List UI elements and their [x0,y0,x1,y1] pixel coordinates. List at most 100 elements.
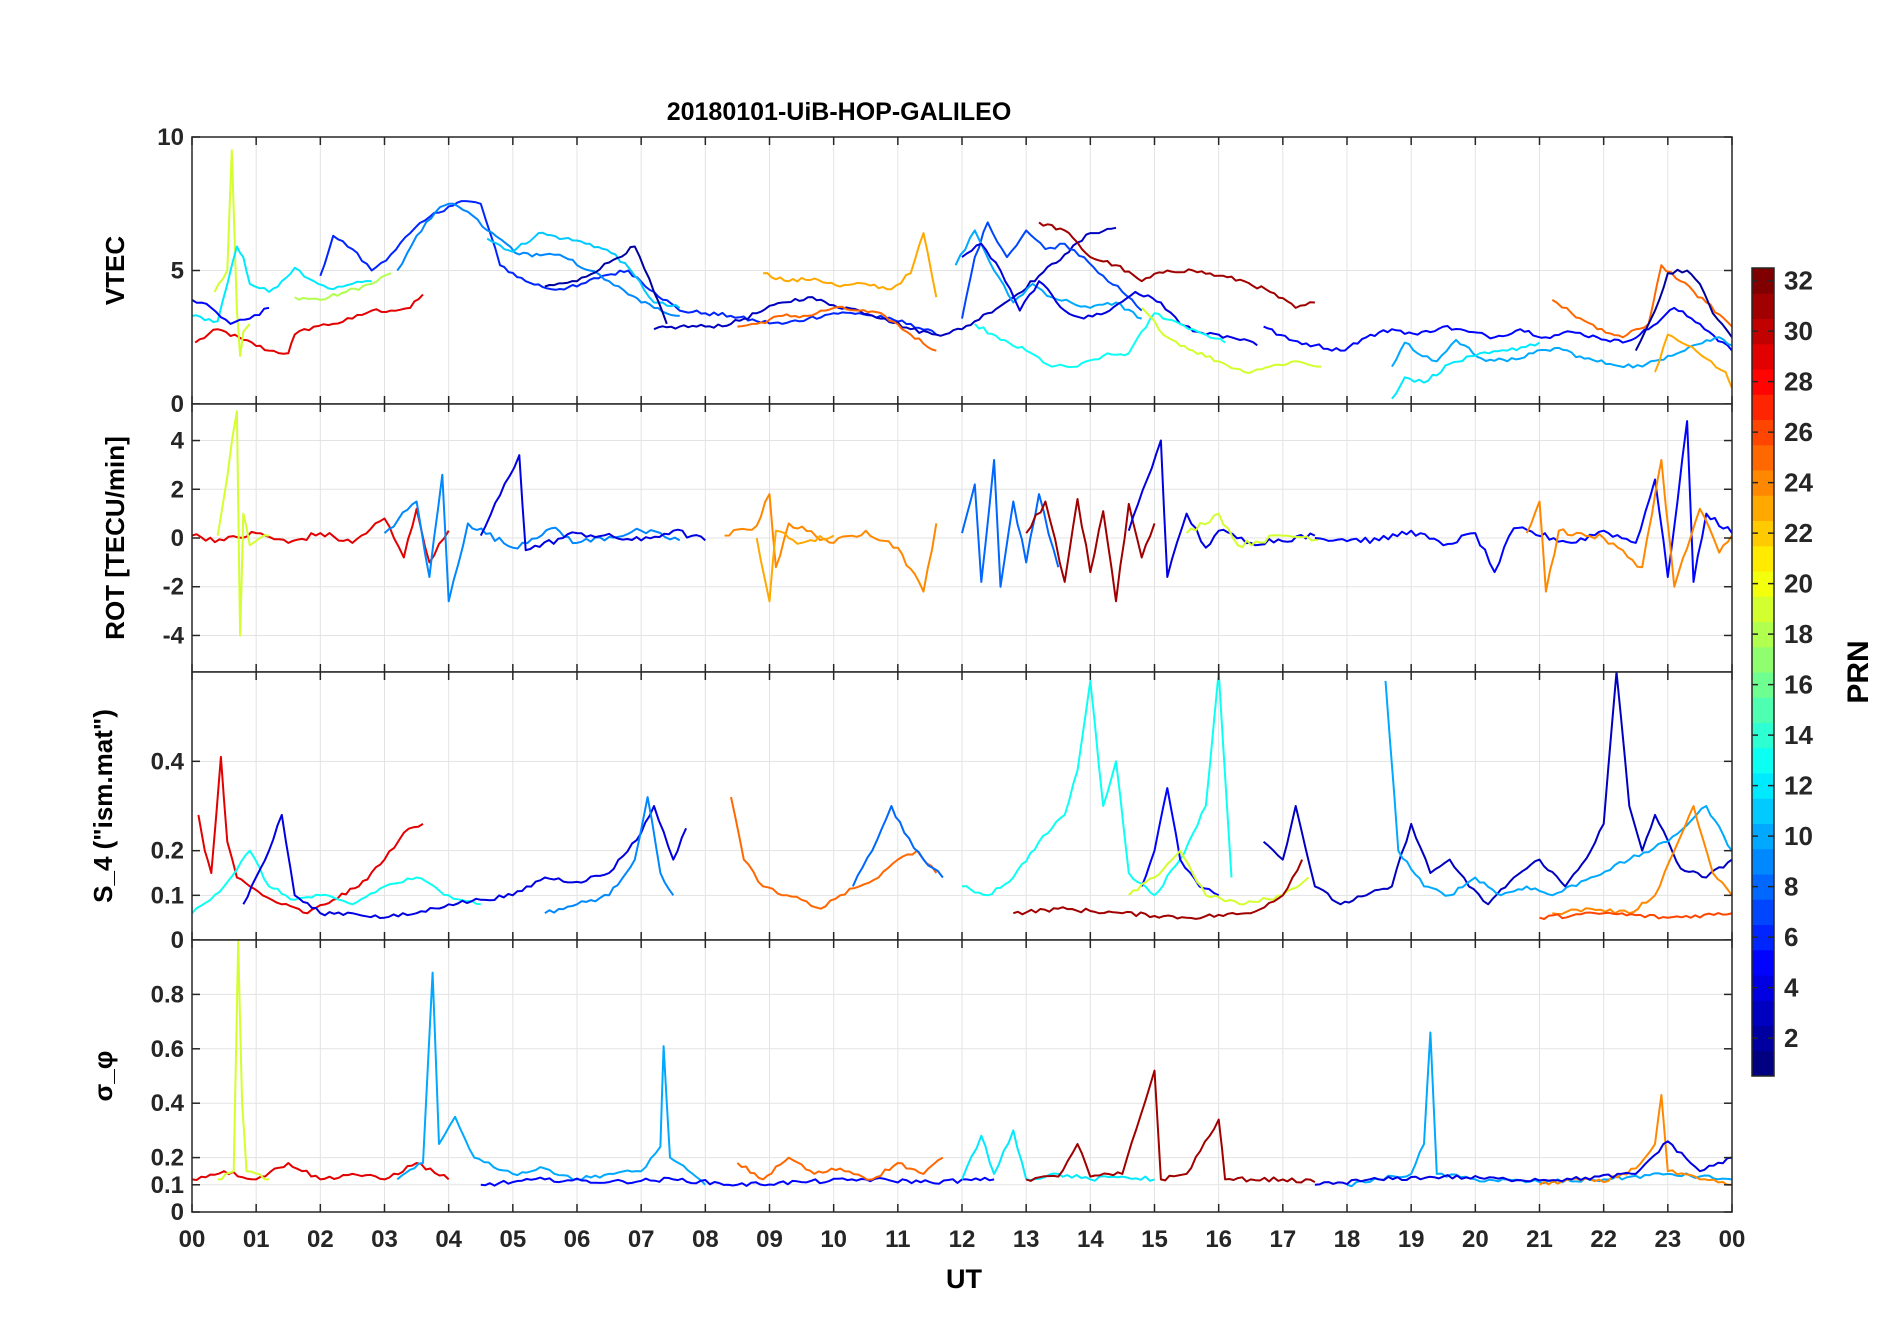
colorbar-band [1752,975,1774,1001]
series-line-prn-23 [755,529,835,603]
panel-vtec: 0 5 10 VTEC [100,124,1733,418]
x-tick-label: 01 [243,1226,270,1253]
series-group [192,410,1732,637]
y-axis: 00.10.2 0.4 0.6 0.8 [151,981,1732,1226]
y-tick-label: 0.4 [151,748,185,775]
gridlines [192,137,1732,404]
colorbar-band [1752,747,1774,774]
chart-title: 20180101-UiB-HOP-GALILEO [667,98,1012,126]
series-line-prn-7 [961,221,1143,319]
series-group [192,940,1732,1188]
series-line-prn-23 [763,232,938,298]
colorbar-label: PRN [1842,640,1875,703]
series-line-prn-31 [1013,859,1304,920]
colorbar-tick-label: 14 [1784,720,1813,750]
series-group [192,672,1732,920]
x-tick-label: 21 [1526,1226,1553,1253]
gridlines [192,940,1732,1212]
series-line-prn-25 [736,1156,944,1181]
y-tick-label: 0 [171,391,184,418]
colorbar-band [1752,470,1774,496]
x-tick-label: 00 [1719,1226,1746,1253]
colorbar-band [1752,571,1774,597]
series-line-prn-29 [194,293,424,355]
gridlines [192,672,1732,940]
series-line-prn-10 [954,229,1142,320]
series-line-prn-4 [242,805,688,919]
colorbar-tick-label: 10 [1784,821,1813,851]
series-line-prn-8 [961,459,1060,588]
series-line-prn-19 [1185,512,1322,549]
colorbar-band [1752,1050,1774,1077]
colorbar-band [1752,646,1774,673]
colorbar-band [1752,1000,1774,1026]
colorbar-band [1752,545,1774,572]
colorbar-tick-label: 2 [1784,1023,1798,1053]
series-line-prn-4 [961,242,1258,347]
colorbar-band [1752,697,1774,723]
colorbar-band [1752,899,1774,925]
colorbar-band [1752,369,1774,395]
colorbar-frame [1751,267,1775,1077]
y-tick-label: 4 [171,428,185,455]
series-line-prn-4 [1314,1140,1732,1186]
colorbar-band [1752,394,1774,420]
y-tick-label: 0.1 [151,882,184,909]
series-line-prn-2 [544,245,668,325]
colorbar-band [1752,268,1774,294]
series-line-prn-19 [213,149,251,357]
series-line-prn-9 [396,202,680,317]
series-line-prn-5 [1263,306,1732,352]
x-tick-label: 23 [1654,1226,1681,1253]
series-line-prn-10 [1384,680,1732,897]
series-line-prn-11 [486,231,681,309]
x-tick-label: 06 [564,1226,591,1253]
series-line-prn-3 [653,226,1117,337]
series-line-prn-12 [1391,341,1541,400]
series-line-prn-29 [192,1162,450,1181]
series-line-prn-13 [974,312,1226,369]
series-line-prn-19 [217,940,270,1181]
x-tick-label: 05 [499,1226,526,1253]
y-tick-label: 0.2 [151,838,184,865]
series-line-prn-25 [730,796,938,910]
series-line-prn-31 [1025,1069,1316,1184]
colorbar-band [1752,293,1774,319]
colorbar-band [1752,444,1774,471]
y-tick-label: 0.8 [151,981,184,1008]
series-line-prn-13 [961,672,1233,897]
y-tick-label: -2 [163,574,184,601]
colorbar-tick-label: 28 [1784,367,1813,397]
series-line-prn-25 [1551,264,1732,339]
series-line-prn-18 [294,272,392,301]
x-tick-label: 04 [435,1226,462,1253]
series-line-prn-5 [1140,787,1220,897]
x-tick-label: 10 [820,1226,847,1253]
y-axis-label: ROT [TECU/min] [100,436,130,640]
series-line-prn-23 [1654,333,1732,389]
series-line-prn-24 [1525,459,1732,593]
series-line-prn-4 [479,454,706,552]
colorbar-band [1752,1025,1774,1052]
colorbar-band [1752,874,1774,900]
x-tick-label: 09 [756,1226,783,1253]
series-line-prn-25 [737,305,937,352]
x-tick-label: 12 [949,1226,976,1253]
y-tick-label: 10 [157,124,184,151]
colorbar-tick-label: 8 [1784,872,1798,902]
series-line-prn-31 [1038,221,1315,309]
series-line-prn-2 [1634,268,1732,352]
series-line-prn-24 [1552,805,1732,915]
series-line-prn-19 [1128,849,1310,906]
x-tick-label: 13 [1013,1226,1040,1253]
panel-rot: -4 -2 0 2 4 ROT [TECU/min] [100,403,1733,673]
y-tick-label: 0 [171,927,184,954]
colorbar-band [1752,949,1774,976]
y-axis: -4 -2 0 2 4 [163,428,1732,649]
series-line-prn-29 [192,507,450,564]
panel-sigma_phi: 00.10.2 0.4 0.6 0.8 σ_φ [88,939,1733,1226]
series-line-prn-10 [1391,336,1732,369]
